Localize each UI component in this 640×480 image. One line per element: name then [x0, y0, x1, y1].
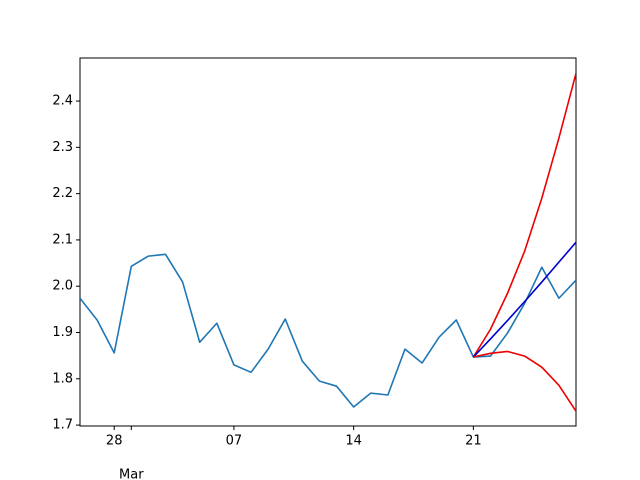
y-tick-label: 2.4	[52, 94, 73, 109]
y-tick-label: 1.9	[52, 325, 73, 340]
line-series	[80, 253, 576, 408]
y-tick-label: 1.7	[52, 418, 73, 433]
x-tick-label: Mar	[119, 468, 144, 480]
x-tick-label: 14	[345, 434, 362, 449]
line-series	[473, 350, 576, 412]
line-series	[472, 241, 576, 358]
x-tick-label: 28	[106, 434, 123, 449]
x-tick-label: 07	[226, 434, 243, 449]
line-series	[472, 73, 576, 358]
y-tick-label: 2.2	[52, 186, 73, 201]
x-tick-label: 21	[465, 434, 482, 449]
y-tick-label: 1.8	[52, 371, 73, 386]
y-tick-label: 2.3	[52, 140, 73, 155]
y-tick-label: 2.1	[52, 232, 73, 247]
y-tick-label: 2.0	[52, 279, 73, 294]
plot-frame	[79, 57, 577, 427]
